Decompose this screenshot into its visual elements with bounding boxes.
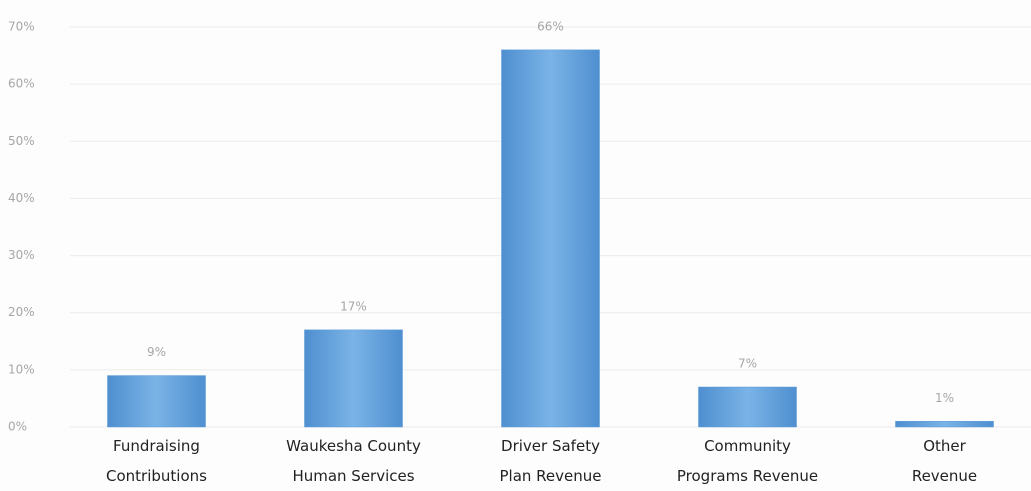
value-label: 7% bbox=[738, 357, 757, 371]
bar bbox=[699, 387, 797, 427]
value-label: 66% bbox=[537, 19, 564, 33]
value-label: 9% bbox=[147, 345, 166, 359]
bar bbox=[896, 421, 994, 427]
y-tick-label: 20% bbox=[8, 305, 35, 319]
value-label: 17% bbox=[340, 299, 367, 313]
x-tick-label: Other Revenue bbox=[850, 431, 1031, 491]
x-tick-label: Fundraising Contributions bbox=[62, 431, 252, 491]
bar bbox=[305, 330, 403, 427]
x-tick-label: Community Programs Revenue bbox=[653, 431, 843, 491]
y-tick-label: 60% bbox=[8, 77, 35, 91]
bar bbox=[108, 376, 206, 427]
y-tick-label: 0% bbox=[8, 420, 27, 434]
y-tick-label: 70% bbox=[8, 20, 35, 34]
bar bbox=[502, 50, 600, 427]
x-tick-label: Waukesha County Human Services bbox=[259, 431, 449, 491]
y-tick-label: 40% bbox=[8, 191, 35, 205]
value-label: 1% bbox=[935, 391, 954, 405]
y-tick-label: 50% bbox=[8, 134, 35, 148]
y-tick-label: 10% bbox=[8, 362, 35, 376]
x-tick-label: Driver Safety Plan Revenue bbox=[456, 431, 646, 491]
y-tick-label: 30% bbox=[8, 248, 35, 262]
